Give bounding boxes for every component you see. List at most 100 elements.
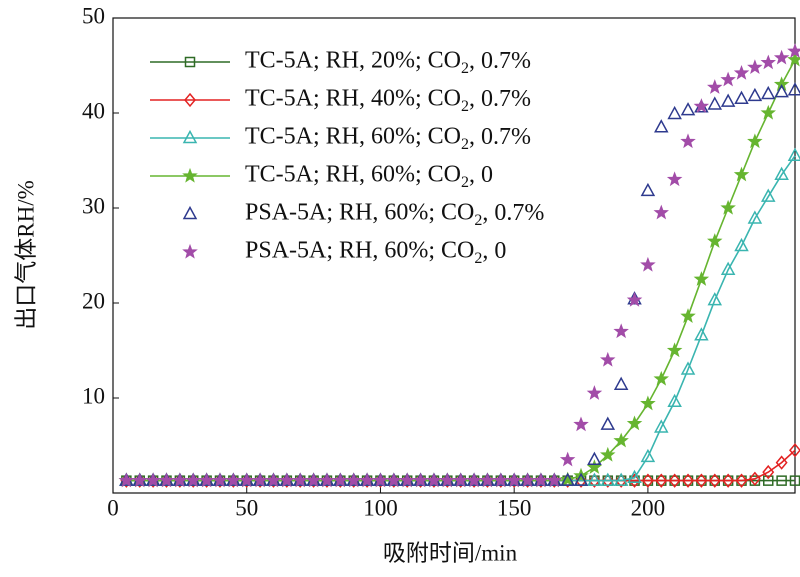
- marker: [787, 82, 800, 96]
- marker: [587, 472, 602, 486]
- legend-label: TC-5A; RH, 60%; CO2, 0.7%: [245, 124, 531, 153]
- marker: [789, 443, 800, 458]
- marker: [533, 472, 549, 488]
- marker: [707, 79, 723, 94]
- y-tick-label: 20: [82, 288, 105, 313]
- marker: [747, 59, 763, 75]
- marker: [600, 472, 616, 486]
- subscript: 2: [461, 60, 469, 77]
- marker: [626, 415, 643, 431]
- legend-label: PSA-5A; RH, 60%; CO2, 0.7%: [245, 200, 544, 229]
- marker: [763, 475, 774, 486]
- marker: [613, 376, 629, 390]
- marker: [573, 472, 589, 486]
- text-run: , 0: [482, 238, 506, 264]
- marker: [466, 472, 482, 488]
- marker: [733, 64, 750, 80]
- marker: [587, 451, 602, 465]
- marker: [613, 432, 629, 448]
- marker: [693, 98, 710, 113]
- legend-marker: [182, 243, 198, 259]
- marker: [654, 419, 669, 433]
- marker: [452, 472, 469, 488]
- marker: [412, 472, 429, 488]
- x-axis-label: 吸附时间/min: [383, 540, 518, 565]
- marker: [372, 472, 389, 488]
- marker: [733, 166, 750, 182]
- marker: [145, 472, 161, 488]
- y-tick-label: 10: [82, 383, 105, 408]
- marker: [760, 104, 776, 120]
- marker: [773, 49, 790, 65]
- marker: [640, 256, 656, 272]
- marker: [760, 85, 776, 100]
- marker: [787, 147, 800, 161]
- text-run: , 0.7%: [469, 86, 531, 112]
- marker: [747, 210, 763, 224]
- marker: [519, 472, 536, 488]
- y-tick-label: 50: [82, 3, 105, 28]
- legend-label: TC-5A; RH, 40%; CO2, 0.7%: [245, 86, 531, 115]
- subscript: 2: [461, 136, 469, 153]
- marker: [720, 199, 736, 215]
- marker: [292, 472, 308, 488]
- marker: [722, 473, 735, 488]
- marker: [560, 472, 575, 486]
- marker: [586, 385, 603, 400]
- marker: [735, 473, 748, 488]
- marker: [319, 472, 335, 488]
- marker: [613, 323, 629, 339]
- legend-label: TC-5A; RH, 60%; CO2, 0: [245, 162, 493, 191]
- marker: [747, 133, 763, 149]
- marker: [760, 188, 776, 202]
- legend-marker: [182, 205, 198, 220]
- marker: [641, 473, 654, 488]
- marker: [252, 472, 268, 488]
- marker: [132, 472, 148, 488]
- marker: [265, 472, 282, 488]
- marker: [720, 93, 736, 107]
- x-tick-label: 100: [363, 495, 398, 520]
- marker: [615, 473, 628, 488]
- marker: [559, 451, 576, 467]
- marker: [600, 416, 616, 430]
- legend-label: TC-5A; RH, 20%; CO2, 0.7%: [245, 48, 531, 77]
- marker: [707, 292, 723, 306]
- x-tick-label: 50: [235, 495, 258, 520]
- marker: [239, 472, 255, 488]
- marker: [707, 233, 723, 248]
- marker: [666, 342, 683, 358]
- marker: [762, 464, 775, 480]
- marker: [493, 472, 509, 488]
- subscript: 2: [461, 98, 469, 115]
- text-run: , 0: [469, 162, 493, 188]
- marker: [600, 446, 616, 462]
- marker: [693, 271, 710, 286]
- marker: [345, 472, 362, 488]
- marker: [666, 171, 683, 187]
- marker: [682, 473, 694, 488]
- text-run: , 0.7%: [482, 200, 544, 226]
- marker: [734, 237, 749, 252]
- marker: [479, 472, 496, 488]
- marker: [734, 90, 749, 104]
- marker: [601, 473, 614, 488]
- marker: [720, 71, 736, 87]
- marker: [760, 54, 776, 70]
- x-tick-label: 0: [107, 495, 119, 520]
- marker: [305, 472, 322, 488]
- marker: [787, 51, 800, 67]
- text-run: , 0.7%: [469, 124, 531, 150]
- marker: [748, 471, 761, 486]
- marker: [399, 472, 415, 488]
- marker: [668, 473, 681, 488]
- marker: [279, 472, 295, 488]
- x-tick-label: 150: [497, 495, 532, 520]
- marker: [653, 370, 669, 386]
- marker: [627, 469, 642, 484]
- marker: [680, 102, 696, 116]
- marker: [386, 472, 402, 488]
- marker: [680, 308, 696, 323]
- marker: [773, 76, 790, 92]
